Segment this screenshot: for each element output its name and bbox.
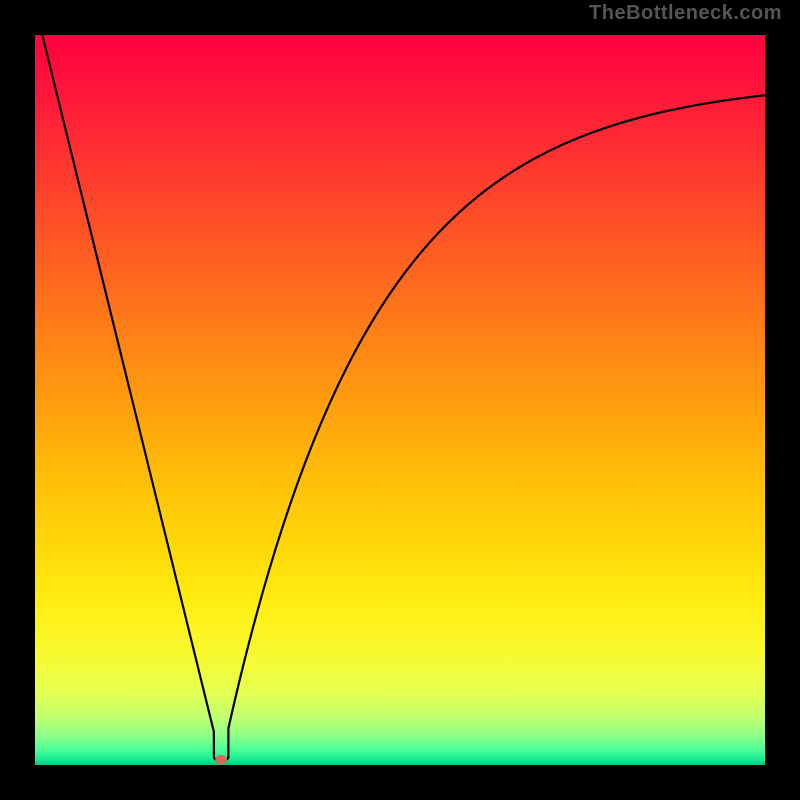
optimal-point-marker <box>215 755 227 765</box>
watermark-text: TheBottleneck.com <box>589 2 782 25</box>
bottleneck-chart <box>35 35 765 765</box>
gradient-background <box>35 35 765 765</box>
